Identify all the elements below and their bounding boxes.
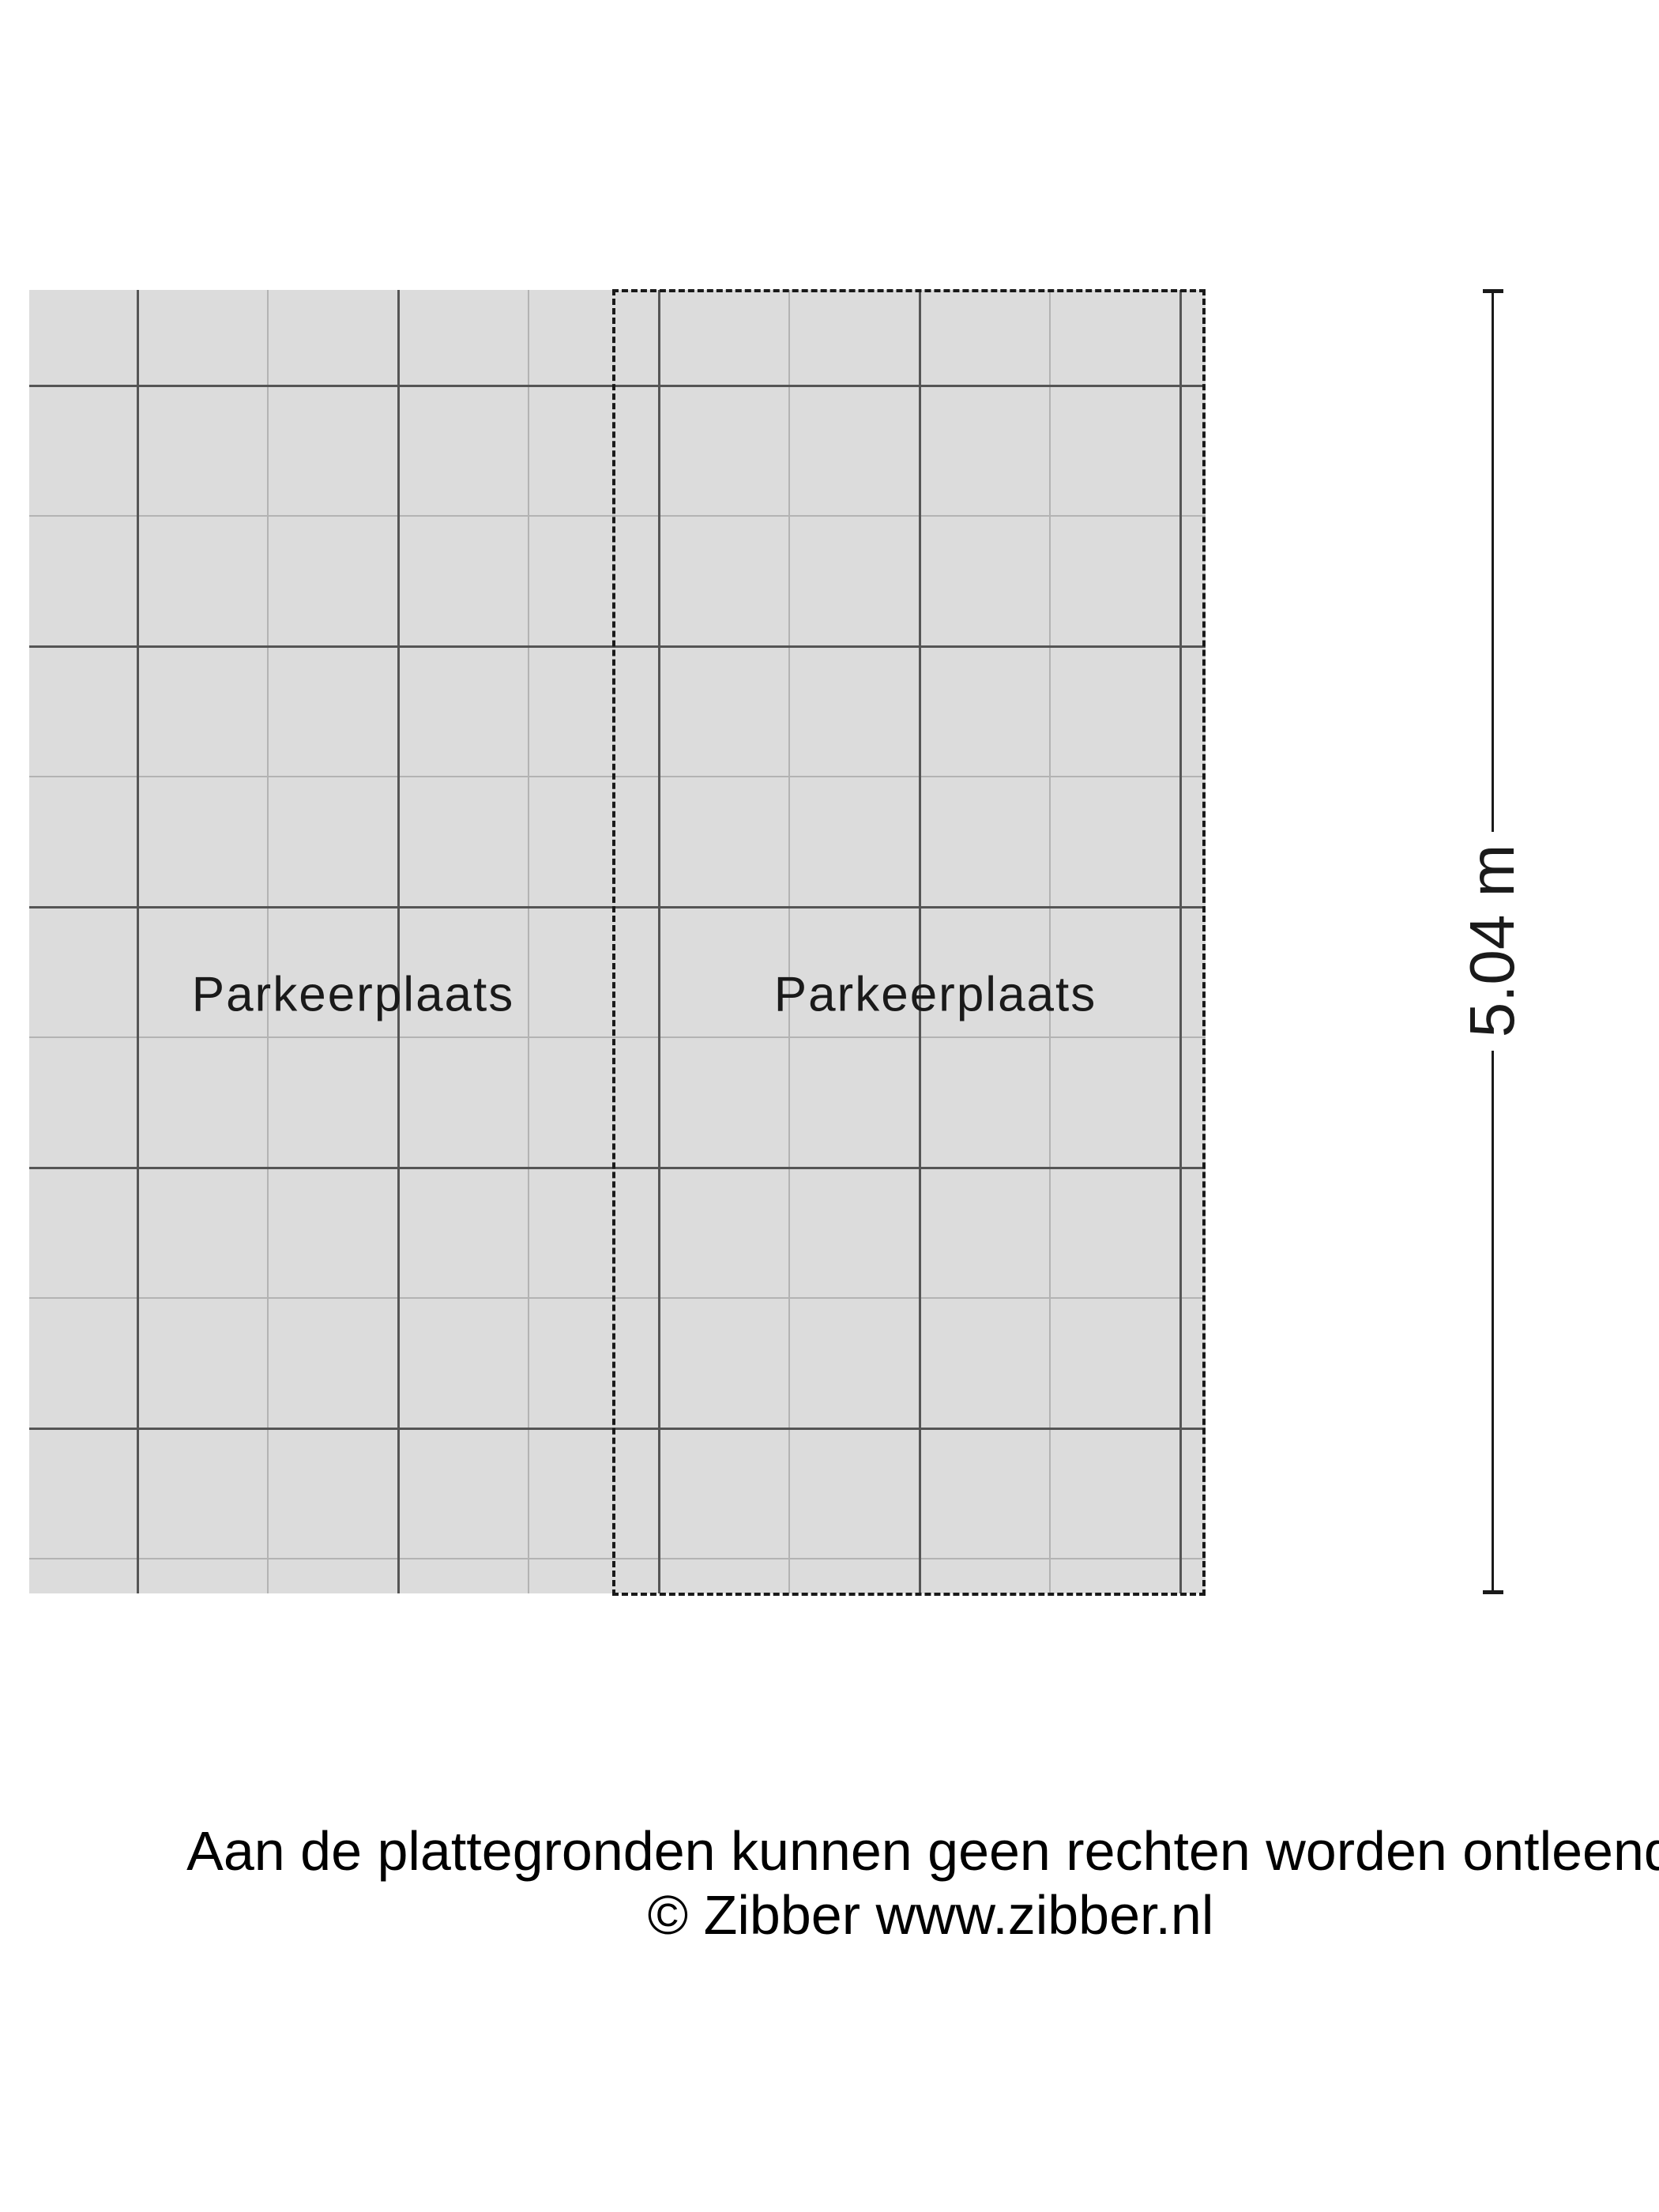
parking-spot-right-label: Parkeerplaats: [773, 967, 1097, 1022]
disclaimer-line-2: © Zibber www.zibber.nl: [647, 1884, 1214, 1946]
disclaimer-line-1: Aan de plattegronden kunnen geen rechten…: [186, 1820, 1659, 1882]
parking-spot-left-label: Parkeerplaats: [191, 967, 515, 1022]
dimension-label: 5.04 m: [1457, 844, 1527, 1038]
dimension-tick-bottom: [1483, 1590, 1503, 1594]
dimension-line-upper-segment: [1492, 289, 1494, 832]
disclaimer-text: Aan de plattegronden kunnen geen rechten…: [186, 1819, 1659, 1947]
dimension-line-lower-segment: [1492, 1051, 1494, 1594]
parking-floor-area: [29, 290, 1206, 1593]
parking-spot-dashed-boundary: [612, 289, 1206, 1596]
